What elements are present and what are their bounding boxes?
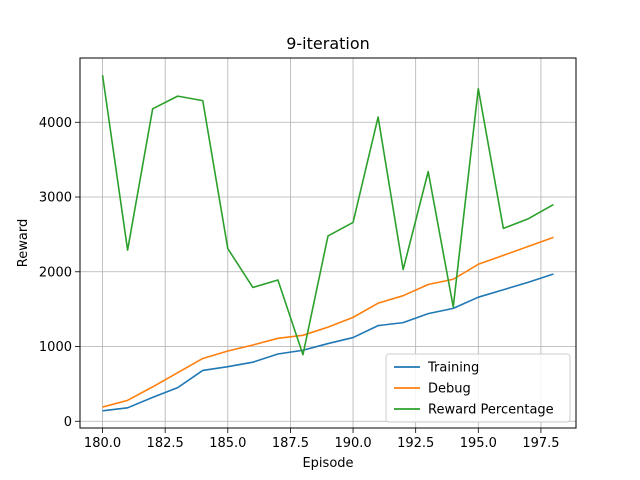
grid bbox=[80, 58, 576, 428]
series-line-debug bbox=[102, 236, 554, 408]
x-tick-label: 192.5 bbox=[397, 436, 434, 451]
legend-box bbox=[385, 353, 571, 423]
x-tick-label: 195.0 bbox=[460, 436, 497, 451]
x-tick-label: 185.0 bbox=[209, 436, 246, 451]
legend: Training Debug Reward Percentage bbox=[385, 353, 571, 423]
y-tick-label: 3000 bbox=[39, 191, 72, 206]
y-tick-label: 0 bbox=[64, 415, 72, 430]
x-axis-title: Episode bbox=[302, 456, 353, 471]
series-line-training bbox=[102, 273, 554, 412]
legend-label: Debug bbox=[428, 382, 471, 397]
x-tick-label: 187.5 bbox=[272, 436, 309, 451]
series-lines bbox=[101, 75, 554, 412]
y-axis-title: Reward bbox=[16, 219, 31, 267]
x-tick-label: 190.0 bbox=[334, 436, 371, 451]
x-tick-label: 180.0 bbox=[84, 436, 121, 451]
legend-label: Training bbox=[427, 361, 479, 376]
x-axis-ticks: 180.0 182.5 185.0 187.5 190.0 192.5 195.0 197.5 bbox=[84, 428, 560, 451]
x-tick-label: 197.5 bbox=[522, 436, 559, 451]
plot-frame bbox=[79, 57, 577, 429]
y-tick-label: 2000 bbox=[39, 265, 72, 280]
series-line-reward-percentage bbox=[101, 75, 554, 356]
x-tick-label: 182.5 bbox=[147, 436, 184, 451]
y-axis-ticks: 0 1000 2000 3000 4000 bbox=[39, 116, 80, 430]
y-tick-label: 4000 bbox=[39, 116, 72, 131]
legend-label: Reward Percentage bbox=[428, 403, 554, 418]
y-tick-label: 1000 bbox=[39, 340, 72, 355]
chart-title: 9-iteration bbox=[286, 34, 370, 53]
